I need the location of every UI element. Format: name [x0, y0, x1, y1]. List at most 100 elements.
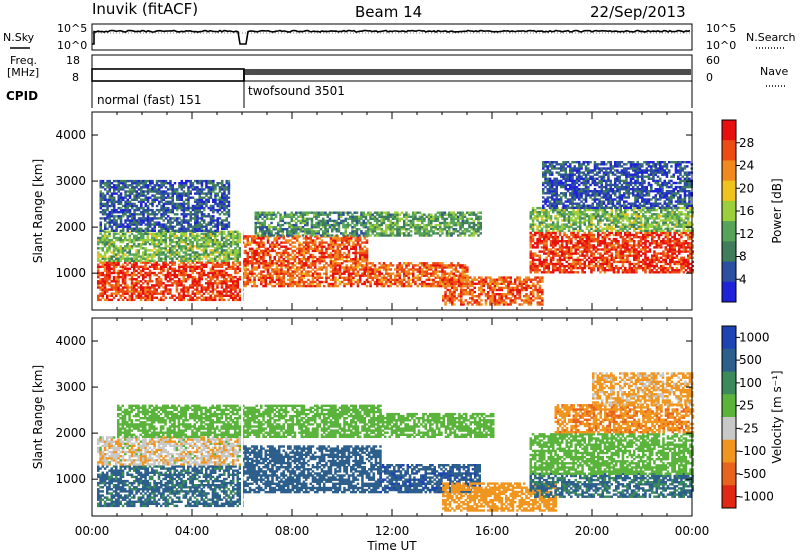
- echo-cell: [334, 239, 337, 242]
- echo-cell: [99, 253, 102, 256]
- cpid-mode-2: twofsound 3501: [248, 84, 345, 98]
- echo-cell: [142, 290, 145, 293]
- echo-cell: [311, 247, 315, 250]
- echo-cell: [327, 276, 330, 279]
- echo-cell: [359, 274, 362, 277]
- echo-cell: [193, 292, 197, 295]
- echo-cell: [115, 245, 118, 248]
- echo-cell: [369, 234, 372, 237]
- echo-cell: [299, 221, 302, 225]
- echo-cell: [225, 243, 228, 246]
- echo-cell: [130, 288, 134, 291]
- echo-cell: [151, 263, 154, 266]
- echo-cell: [148, 290, 152, 293]
- echo-cell: [180, 259, 183, 262]
- echo-cell: [191, 296, 194, 299]
- echo-cell: [106, 215, 109, 218]
- echo-cell: [149, 219, 152, 222]
- echo-cell: [191, 249, 194, 252]
- echo-cell: [242, 276, 245, 279]
- echo-cell: [139, 288, 143, 291]
- echo-cell: [302, 276, 306, 279]
- echo-cell: [196, 200, 199, 203]
- echo-cell: [430, 213, 433, 216]
- echo-cell: [394, 213, 397, 216]
- echo-cell: [133, 243, 136, 246]
- echo-cell: [122, 204, 125, 208]
- echo-cell: [229, 275, 233, 279]
- echo-cell: [137, 221, 141, 224]
- echo-cell: [253, 272, 256, 275]
- echo-cell: [200, 217, 204, 220]
- echo-cell: [306, 213, 309, 216]
- echo-cell: [394, 278, 397, 282]
- echo-cell: [418, 230, 422, 233]
- echo-cell: [376, 213, 379, 216]
- echo-cell: [227, 263, 230, 266]
- echo-cell: [137, 255, 140, 258]
- echo-cell: [324, 223, 327, 227]
- echo-cell: [180, 255, 183, 258]
- echo-cell: [196, 296, 199, 299]
- echo-cell: [257, 241, 261, 244]
- echo-cell: [311, 272, 315, 275]
- echo-cell: [146, 190, 150, 193]
- echo-cell: [352, 278, 355, 282]
- echo-cell: [242, 282, 245, 286]
- echo-cell: [137, 184, 141, 187]
- echo-cell: [131, 227, 134, 230]
- echo-cell: [356, 282, 360, 286]
- echo-cell: [344, 226, 347, 229]
- echo-cell: [157, 238, 161, 242]
- echo-cell: [332, 266, 335, 269]
- echo-cell: [376, 217, 379, 221]
- echo-cell: [350, 274, 353, 277]
- echo-cell: [175, 284, 179, 287]
- echo-cell: [309, 253, 312, 257]
- echo-cell: [160, 267, 163, 270]
- echo-cell: [191, 184, 195, 187]
- echo-cell: [211, 251, 215, 254]
- echo-cell: [463, 276, 467, 279]
- echo-cell: [182, 192, 186, 195]
- echo-cell: [126, 190, 129, 193]
- echo-cell: [443, 219, 447, 223]
- echo-cell: [262, 260, 265, 263]
- echo-cell: [407, 215, 410, 218]
- echo-cell: [227, 234, 230, 238]
- echo-cell: [176, 202, 179, 206]
- echo-cell: [309, 280, 312, 284]
- echo-cell: [251, 284, 254, 288]
- echo-cell: [329, 239, 333, 242]
- echo-cell: [198, 238, 201, 242]
- echo-cell: [160, 284, 163, 287]
- echo-cell: [365, 253, 369, 257]
- echo-cell: [223, 251, 226, 254]
- echo-cell: [298, 241, 301, 244]
- echo-cell: [119, 225, 123, 228]
- echo-cell: [180, 265, 183, 268]
- echo-cell: [144, 275, 147, 279]
- echo-cell: [324, 230, 327, 233]
- echo-cell: [162, 251, 165, 254]
- echo-cell: [432, 264, 435, 267]
- echo-cell: [425, 262, 429, 265]
- echo-cell: [432, 280, 435, 284]
- echo-cell: [314, 247, 317, 250]
- echo-cell: [144, 243, 147, 246]
- echo-cell: [178, 221, 181, 224]
- echo-cell: [144, 251, 147, 254]
- echo-cell: [306, 232, 309, 235]
- echo-cell: [198, 188, 201, 191]
- echo-cell: [441, 274, 444, 277]
- echo-cell: [198, 243, 201, 246]
- echo-cell: [253, 235, 256, 238]
- echo-cell: [341, 247, 344, 250]
- echo-cell: [268, 211, 271, 214]
- echo-cell: [112, 296, 116, 299]
- echo-cell: [436, 217, 440, 221]
- echo-cell: [178, 284, 181, 287]
- echo-cell: [97, 238, 100, 242]
- echo-cell: [236, 243, 239, 246]
- echo-cell: [110, 243, 113, 246]
